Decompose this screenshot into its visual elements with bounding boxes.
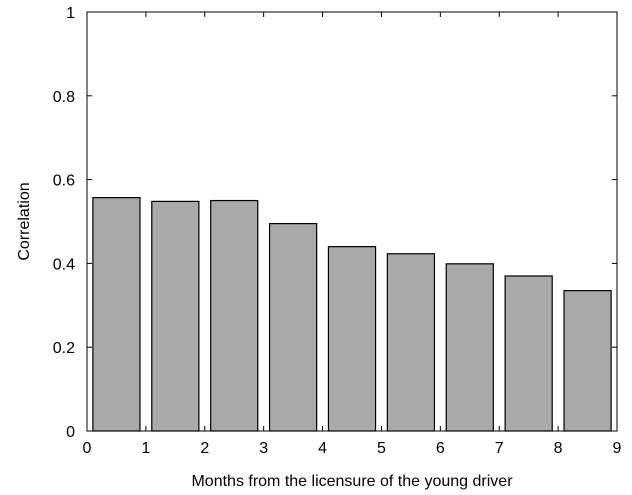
bar-1: [151, 200, 200, 432]
y-axis-label: Correlation: [16, 182, 33, 260]
y-tick-label-4: 0.8: [53, 89, 75, 106]
y-tick-label-5: 1: [66, 5, 75, 22]
y-tick-label-1: 0.2: [53, 340, 75, 357]
bar-7: [504, 275, 553, 432]
bar-3: [268, 222, 318, 432]
plot-frame: [86, 11, 618, 432]
x-tick-label-8: 8: [554, 440, 563, 457]
y-tick-label-2: 0.4: [53, 256, 75, 273]
bar-8: [563, 290, 612, 432]
bars-group: [92, 197, 612, 432]
x-tick-label-1: 1: [141, 440, 150, 457]
x-tick-label-0: 0: [83, 440, 92, 457]
y-tick-label-3: 0.6: [53, 173, 75, 190]
x-tick-label-2: 2: [200, 440, 209, 457]
x-tick-label-9: 9: [613, 440, 622, 457]
x-tick-label-4: 4: [318, 440, 327, 457]
x-tick-label-3: 3: [259, 440, 268, 457]
y-tick-label-0: 0: [66, 424, 75, 441]
bar-4: [327, 246, 377, 432]
x-axis-label: Months from the licensure of the young d…: [191, 473, 513, 490]
y-tick-labels: 0 0.2 0.4 0.6 0.8 1: [53, 5, 75, 441]
bar-2: [210, 199, 259, 432]
bar-6: [445, 263, 494, 432]
bar-5: [386, 253, 436, 432]
x-tick-label-5: 5: [377, 440, 386, 457]
x-tick-label-7: 7: [495, 440, 504, 457]
x-tick-label-6: 6: [436, 440, 445, 457]
bar-0: [92, 197, 141, 432]
ticks-group: [86, 11, 618, 432]
x-tick-labels: 0 1 2 3 4 5 6 7 8 9: [83, 440, 622, 457]
